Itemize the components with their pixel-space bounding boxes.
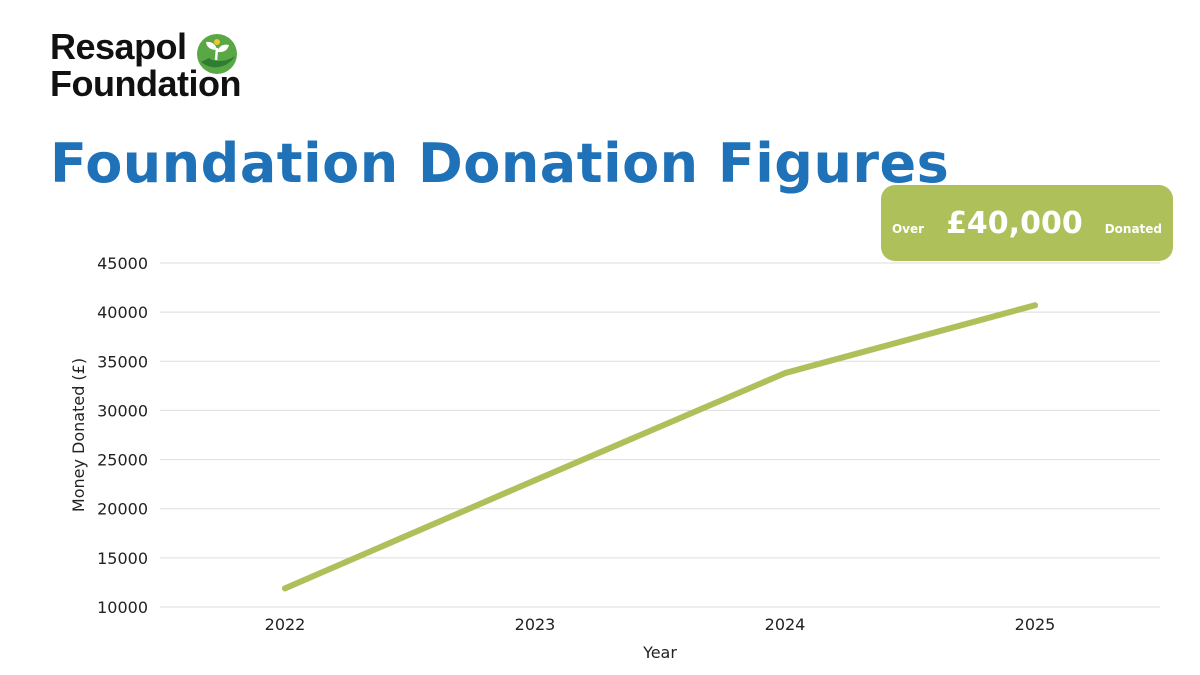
y-tick-label: 35000 <box>97 352 148 371</box>
data-point <box>782 370 788 377</box>
data-point <box>282 585 288 592</box>
badge-prefix: Over <box>891 222 925 236</box>
y-tick-label: 25000 <box>97 451 148 470</box>
brand-name-line1: Resapol <box>50 26 187 67</box>
y-axis-ticks: 10000 15000 20000 25000 30000 35000 40000 45000 <box>97 254 148 617</box>
y-tick-label: 30000 <box>97 401 148 420</box>
series-layer <box>282 302 1038 592</box>
y-axis-label: Money Donated (£) <box>69 358 88 512</box>
y-tick-label: 10000 <box>97 598 148 617</box>
y-tick-label: 45000 <box>97 254 148 273</box>
series-line <box>282 302 1038 592</box>
grid-lines <box>160 262 1160 608</box>
y-tick-label: 20000 <box>97 500 148 519</box>
x-axis-ticks: 2022 2023 2024 2025 <box>265 615 1056 634</box>
badge-amount: £40,000 <box>946 205 1083 241</box>
brand-logo: Resapol Foundation <box>50 28 241 102</box>
y-tick-label: 40000 <box>97 303 148 322</box>
x-tick-label: 2022 <box>265 615 306 634</box>
x-tick-label: 2024 <box>765 615 806 634</box>
x-tick-label: 2023 <box>515 615 556 634</box>
data-point <box>532 477 538 484</box>
x-tick-label: 2025 <box>1015 615 1056 634</box>
page-title: Foundation Donation Figures <box>50 132 950 195</box>
y-tick-label: 15000 <box>97 549 148 568</box>
seedling-hand-icon <box>197 34 237 74</box>
x-axis-label: Year <box>642 643 677 662</box>
data-point <box>1032 302 1038 309</box>
badge-suffix: Donated <box>1104 222 1163 236</box>
donation-total-badge: Over £40,000 Donated <box>881 185 1173 261</box>
